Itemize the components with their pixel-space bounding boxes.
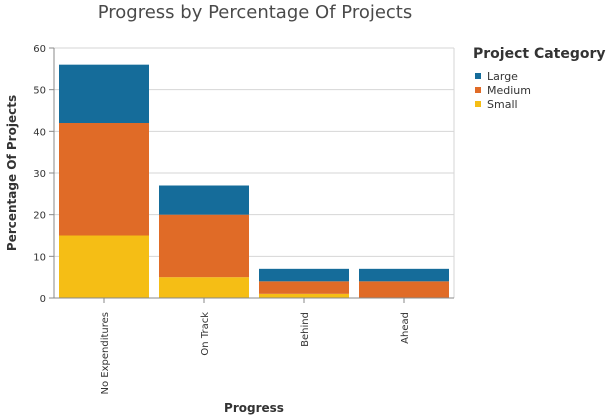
legend-item-large: Large	[473, 69, 606, 83]
bars	[59, 64, 449, 298]
y-axis-title: Percentage Of Projects	[5, 95, 19, 251]
x-tick-label: Behind	[300, 312, 311, 347]
legend-swatch	[475, 101, 481, 107]
legend-item-small: Small	[473, 97, 606, 111]
y-tick-label: 10	[33, 252, 46, 263]
y-tick-label: 20	[33, 211, 46, 222]
bar-segment-medium	[59, 123, 149, 236]
x-tick-label: Ahead	[400, 312, 411, 344]
bar-segment-medium	[259, 281, 349, 294]
axes: 0 10 20 30 40 50 60 No Expenditures On Track Behi…	[5, 44, 454, 415]
x-tick-label: No Expenditures	[100, 312, 111, 395]
y-tick-label: 30	[33, 169, 46, 180]
x-tick-label: On Track	[200, 312, 211, 356]
y-tick-label: 0	[40, 294, 46, 305]
legend-label: Small	[487, 97, 518, 111]
legend-label: Large	[487, 69, 518, 83]
bar-segment-small	[159, 277, 249, 298]
bar-segment-large	[359, 268, 449, 282]
y-tick-label: 40	[33, 127, 46, 138]
legend-label: Medium	[487, 83, 531, 97]
chart-title: Progress by Percentage Of Projects	[97, 2, 413, 23]
bar-segment-large	[59, 64, 149, 123]
legend-items: Large Medium Small	[473, 69, 606, 111]
y-tick-label: 50	[33, 86, 46, 97]
legend-item-medium: Medium	[473, 83, 606, 97]
bar-segment-small	[259, 293, 349, 298]
bar-segment-large	[159, 185, 249, 215]
bar-segment-medium	[159, 214, 249, 278]
x-axis-title: Progress	[224, 401, 284, 415]
legend-title: Project Category	[473, 46, 606, 62]
legend-swatch	[475, 73, 481, 79]
legend: Project Category Large Medium Small	[473, 46, 606, 111]
legend-swatch	[475, 87, 481, 93]
y-tick-label: 60	[33, 44, 46, 55]
bar-segment-small	[59, 235, 149, 298]
bar-segment-large	[259, 268, 349, 282]
bar-segment-medium	[359, 281, 449, 298]
